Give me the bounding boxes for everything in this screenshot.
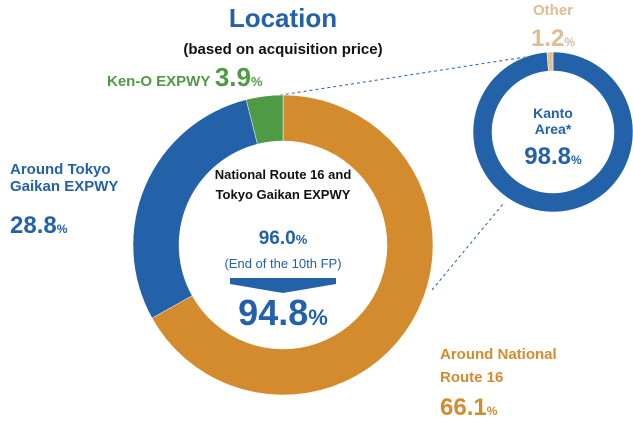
donut-segment	[546, 51, 554, 72]
category-label: Other	[532, 2, 574, 19]
label-value: 66.1%	[440, 394, 497, 422]
category-label: Ken-O EXPWY	[107, 73, 211, 90]
category-label: Kanto Area*	[533, 105, 573, 138]
unit: %	[571, 153, 582, 167]
value-label: 66.1	[440, 394, 487, 421]
center-previous: 96.0%	[259, 228, 308, 250]
donut-segment	[132, 99, 258, 319]
chart-subtitle: (based on acquisition price)	[183, 41, 383, 58]
category-label: Around National Route 16	[440, 346, 557, 386]
value-label: 3.9	[214, 62, 251, 92]
value-label: 28.8	[10, 212, 57, 239]
center-note: (End of the 10th FP)	[224, 256, 342, 271]
center-value: 94.8%	[238, 292, 328, 333]
unit: %	[295, 232, 308, 247]
arrow	[230, 278, 336, 293]
category-label: Around Tokyo Gaikan EXPWY	[10, 161, 119, 196]
unit: %	[308, 305, 328, 330]
value-label: 94.8	[238, 292, 309, 333]
unit: %	[250, 74, 263, 89]
connector-line	[431, 203, 504, 291]
label-value: 98.8%	[524, 143, 581, 171]
donut-segment	[245, 94, 284, 145]
donut-segment	[151, 94, 434, 396]
donuts	[132, 51, 633, 396]
value-label: 98.8	[524, 143, 572, 170]
unit: %	[486, 404, 498, 418]
unit: %	[564, 35, 576, 49]
label-value: 28.8%	[10, 212, 67, 240]
unit: %	[56, 222, 68, 236]
label-ken-o: Ken-O EXPWY 3.9%	[107, 62, 263, 93]
value-label: 96.0	[258, 228, 296, 249]
center-label: National Route 16 and Tokyo Gaikan EXPWY	[214, 167, 352, 202]
donut-segment	[472, 51, 633, 213]
label-value: 1.2%	[531, 25, 575, 53]
value-label: 1.2	[530, 25, 565, 52]
chart-title: Location	[228, 3, 338, 33]
